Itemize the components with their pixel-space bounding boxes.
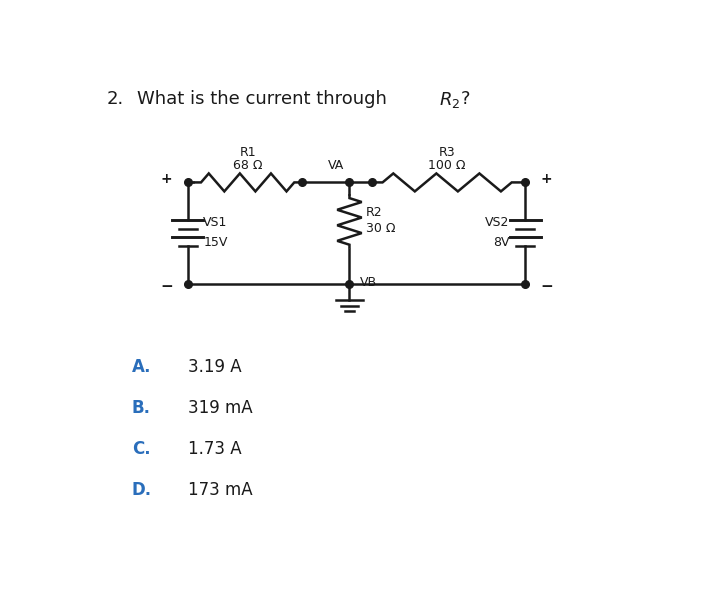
Text: 8V: 8V <box>493 236 510 249</box>
Text: 173 mA: 173 mA <box>188 481 252 499</box>
Text: A.: A. <box>132 358 151 376</box>
Text: +: + <box>541 172 552 185</box>
Text: VA: VA <box>328 159 344 172</box>
Text: ?: ? <box>461 90 471 108</box>
Text: R3: R3 <box>438 146 456 159</box>
Text: 3.19 A: 3.19 A <box>188 358 241 376</box>
Text: 319 mA: 319 mA <box>188 399 252 417</box>
Text: VB: VB <box>359 276 377 289</box>
Text: R1: R1 <box>239 146 256 159</box>
Text: VS1: VS1 <box>203 216 228 230</box>
Text: What is the current through: What is the current through <box>138 90 393 108</box>
Text: 1.73 A: 1.73 A <box>188 440 241 458</box>
Text: C.: C. <box>132 440 150 458</box>
Text: $R_2$: $R_2$ <box>438 90 460 111</box>
Text: 15V: 15V <box>203 236 228 249</box>
Text: B.: B. <box>132 399 151 417</box>
Text: D.: D. <box>132 481 152 499</box>
Text: 2.: 2. <box>107 90 124 108</box>
Text: 68 Ω: 68 Ω <box>233 159 262 172</box>
Text: 30 Ω: 30 Ω <box>366 222 396 235</box>
Text: −: − <box>160 279 173 294</box>
Text: VS2: VS2 <box>485 216 510 230</box>
Text: −: − <box>540 279 553 294</box>
Text: R2: R2 <box>366 206 383 219</box>
Text: 100 Ω: 100 Ω <box>428 159 466 172</box>
Text: +: + <box>161 172 172 185</box>
